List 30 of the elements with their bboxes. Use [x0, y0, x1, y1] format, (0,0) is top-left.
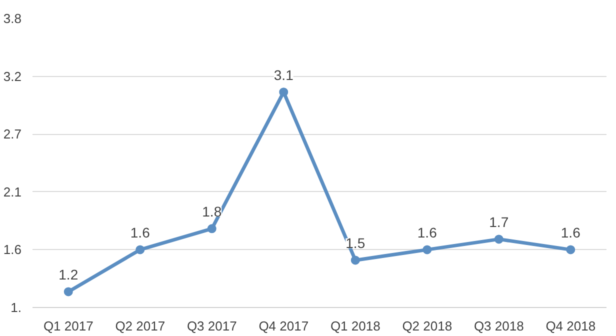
data-label: 1.8: [202, 204, 222, 220]
point: [494, 234, 504, 244]
data-label: 1.7: [489, 214, 509, 230]
point: [279, 88, 288, 97]
point: [350, 256, 360, 265]
y-tick-label: 2.7: [3, 126, 22, 142]
data-label: 3.1: [274, 67, 294, 84]
point: [136, 245, 145, 254]
y-tick-label: 1.6: [3, 242, 22, 258]
x-tick-label: Q4 2018: [546, 318, 596, 334]
y-tick-label: 3.8: [3, 11, 22, 26]
x-tick-label: Q1 2017: [43, 318, 94, 334]
y-tick-label: 1.: [10, 300, 22, 315]
point: [566, 245, 576, 254]
data-label: 1.6: [130, 224, 150, 241]
x-tick-label: Q1 2018: [330, 318, 380, 334]
y-tick-label: 3.2: [3, 68, 22, 84]
data-label: 1.6: [560, 224, 581, 241]
y-tick-label: 2.1: [3, 184, 22, 200]
point: [422, 245, 432, 254]
x-tick-label: Q3 2018: [474, 318, 524, 334]
data-label: 1.2: [58, 266, 78, 283]
x-tick-label: Q4 2017: [258, 318, 309, 334]
data-label: 1.5: [346, 235, 366, 252]
x-tick-label: Q3 2017: [186, 318, 237, 334]
x-tick-label: Q2 2018: [402, 318, 452, 334]
x-tick-label: Q2 2017: [115, 318, 166, 334]
point: [64, 287, 73, 296]
data-label: 1.6: [417, 224, 438, 241]
point: [207, 224, 216, 234]
